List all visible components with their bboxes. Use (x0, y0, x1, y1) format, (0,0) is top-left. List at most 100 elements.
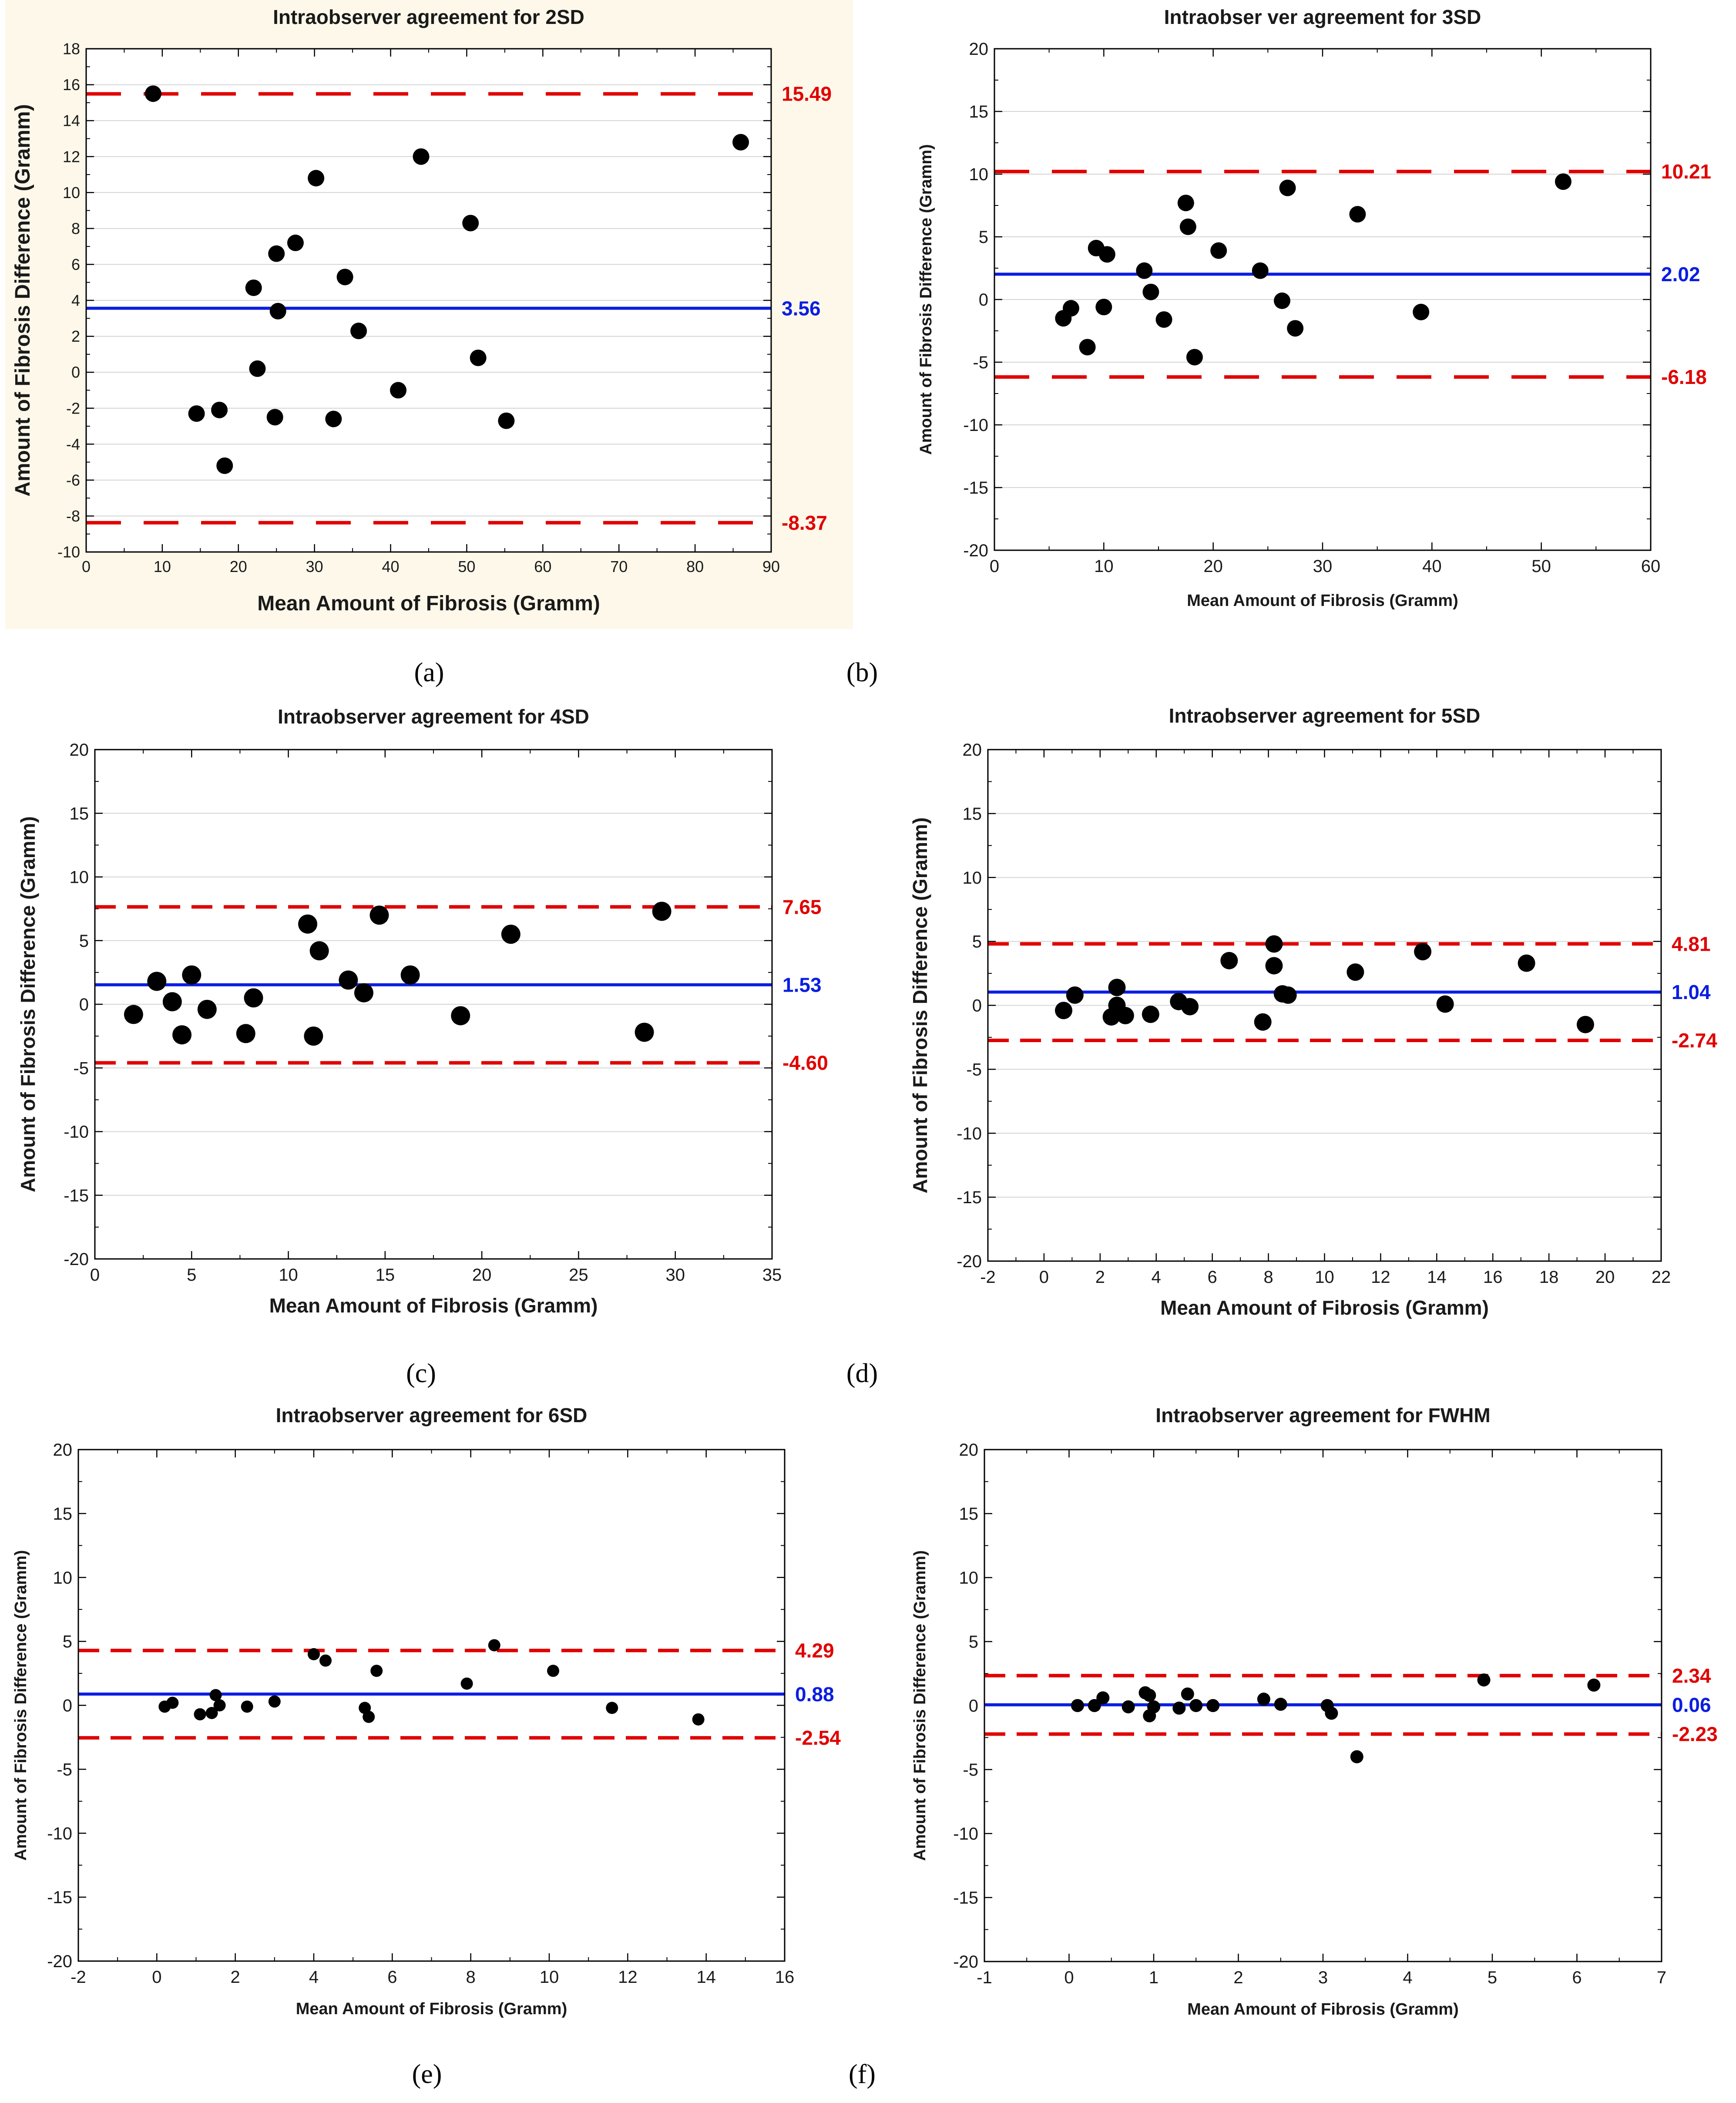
panel-caption: (b) (846, 658, 878, 687)
y-tick-label: -10 (64, 1123, 89, 1142)
lower-limit-label: -2.23 (1672, 1723, 1718, 1746)
lower-limit-label: -8.37 (782, 511, 827, 534)
y-tick-label: -10 (957, 1124, 982, 1143)
y-tick-label: 5 (79, 932, 89, 951)
x-tick-label: 15 (376, 1265, 395, 1285)
data-point (269, 303, 286, 320)
data-point (1220, 952, 1238, 969)
panel-caption: (a) (414, 658, 444, 687)
x-tick-label: 30 (1313, 557, 1333, 576)
x-tick-label: 1 (1149, 1968, 1158, 1987)
data-point (1108, 979, 1126, 996)
chart-title: Intraobserver agreement for 4SD (278, 705, 589, 728)
data-point (266, 409, 283, 426)
data-point (1147, 1700, 1160, 1713)
y-tick-label: -6 (66, 471, 80, 489)
mean-label: 0.06 (1672, 1693, 1711, 1716)
y-tick-label: 4 (71, 292, 80, 310)
data-point (1210, 242, 1227, 259)
x-tick-label: 60 (1641, 557, 1661, 576)
data-point (1181, 998, 1199, 1016)
data-point (451, 1006, 470, 1026)
data-point (249, 360, 266, 377)
x-tick-label: 0 (90, 1265, 100, 1285)
x-tick-label: 6 (1208, 1268, 1217, 1287)
x-tick-label: 40 (382, 558, 400, 575)
data-point (241, 1700, 253, 1713)
data-point (1095, 299, 1112, 316)
data-point (244, 988, 263, 1008)
data-point (1518, 954, 1535, 972)
y-tick-label: 0 (79, 995, 89, 1014)
data-point (1274, 292, 1291, 309)
data-point (144, 85, 161, 102)
y-tick-label: -8 (66, 507, 80, 525)
data-point (1346, 963, 1364, 981)
y-tick-label: 10 (53, 1568, 73, 1588)
data-point (1477, 1673, 1491, 1687)
y-tick-label: 0 (979, 290, 988, 310)
data-point (216, 457, 233, 474)
data-point (1252, 262, 1269, 279)
y-tick-label: 16 (63, 76, 80, 94)
data-point (308, 170, 325, 187)
data-point (268, 245, 285, 262)
data-point (350, 323, 367, 340)
y-tick-label: -15 (47, 1888, 72, 1907)
data-point (1576, 1016, 1594, 1033)
x-tick-label: 10 (154, 558, 171, 575)
data-point (692, 1713, 705, 1726)
plot-area (78, 1450, 785, 1961)
upper-limit-label: 15.49 (782, 83, 832, 105)
data-point (501, 925, 520, 944)
data-point (1257, 1692, 1270, 1706)
data-point (1088, 1699, 1101, 1712)
data-point (319, 1654, 332, 1667)
x-tick-label: 16 (1483, 1268, 1503, 1287)
x-tick-label: 20 (230, 558, 247, 575)
y-tick-label: -5 (966, 1060, 982, 1079)
data-point (1279, 179, 1296, 196)
x-tick-label: 10 (540, 1968, 559, 1987)
data-point (732, 134, 749, 151)
data-point (363, 1710, 375, 1723)
y-tick-label: -5 (963, 1760, 978, 1780)
mean-label: 3.56 (782, 297, 821, 320)
x-axis-label: Mean Amount of Fibrosis (Gramm) (1187, 2000, 1459, 2019)
y-axis-label: Amount of Fibrosis Difference (Gramm) (12, 1550, 30, 1861)
data-point (1136, 262, 1153, 279)
data-point (354, 983, 373, 1003)
data-point (1098, 246, 1115, 263)
y-tick-label: 5 (972, 932, 982, 952)
y-tick-label: -15 (963, 478, 988, 498)
y-tick-label: -15 (953, 1888, 978, 1908)
y-tick-label: 5 (969, 1632, 978, 1652)
y-tick-label: -20 (963, 541, 988, 560)
plot-frame (994, 48, 1652, 551)
data-point (1055, 1002, 1073, 1020)
data-point (1179, 218, 1196, 235)
data-point (309, 941, 329, 961)
x-tick-label: 20 (1595, 1268, 1615, 1287)
x-tick-label: 70 (610, 558, 628, 575)
x-tick-label: 4 (1152, 1268, 1161, 1287)
data-point (268, 1695, 281, 1708)
x-axis-label: Mean Amount of Fibrosis (Gramm) (1187, 592, 1458, 610)
y-tick-label: 12 (63, 148, 80, 165)
y-tick-label: 10 (70, 868, 89, 887)
data-point (1189, 1699, 1203, 1712)
x-tick-label: 5 (187, 1265, 196, 1285)
plot-frame (987, 749, 1662, 1262)
x-tick-label: 50 (1531, 557, 1551, 576)
data-point (287, 234, 304, 251)
x-axis-label: Mean Amount of Fibrosis (Gramm) (296, 2000, 567, 2018)
data-point (1414, 943, 1432, 961)
data-point (1350, 1750, 1363, 1763)
data-point (1206, 1699, 1220, 1712)
y-tick-label: 8 (71, 219, 80, 237)
data-point (188, 405, 205, 422)
y-tick-label: 0 (71, 363, 80, 381)
data-point (413, 148, 430, 165)
